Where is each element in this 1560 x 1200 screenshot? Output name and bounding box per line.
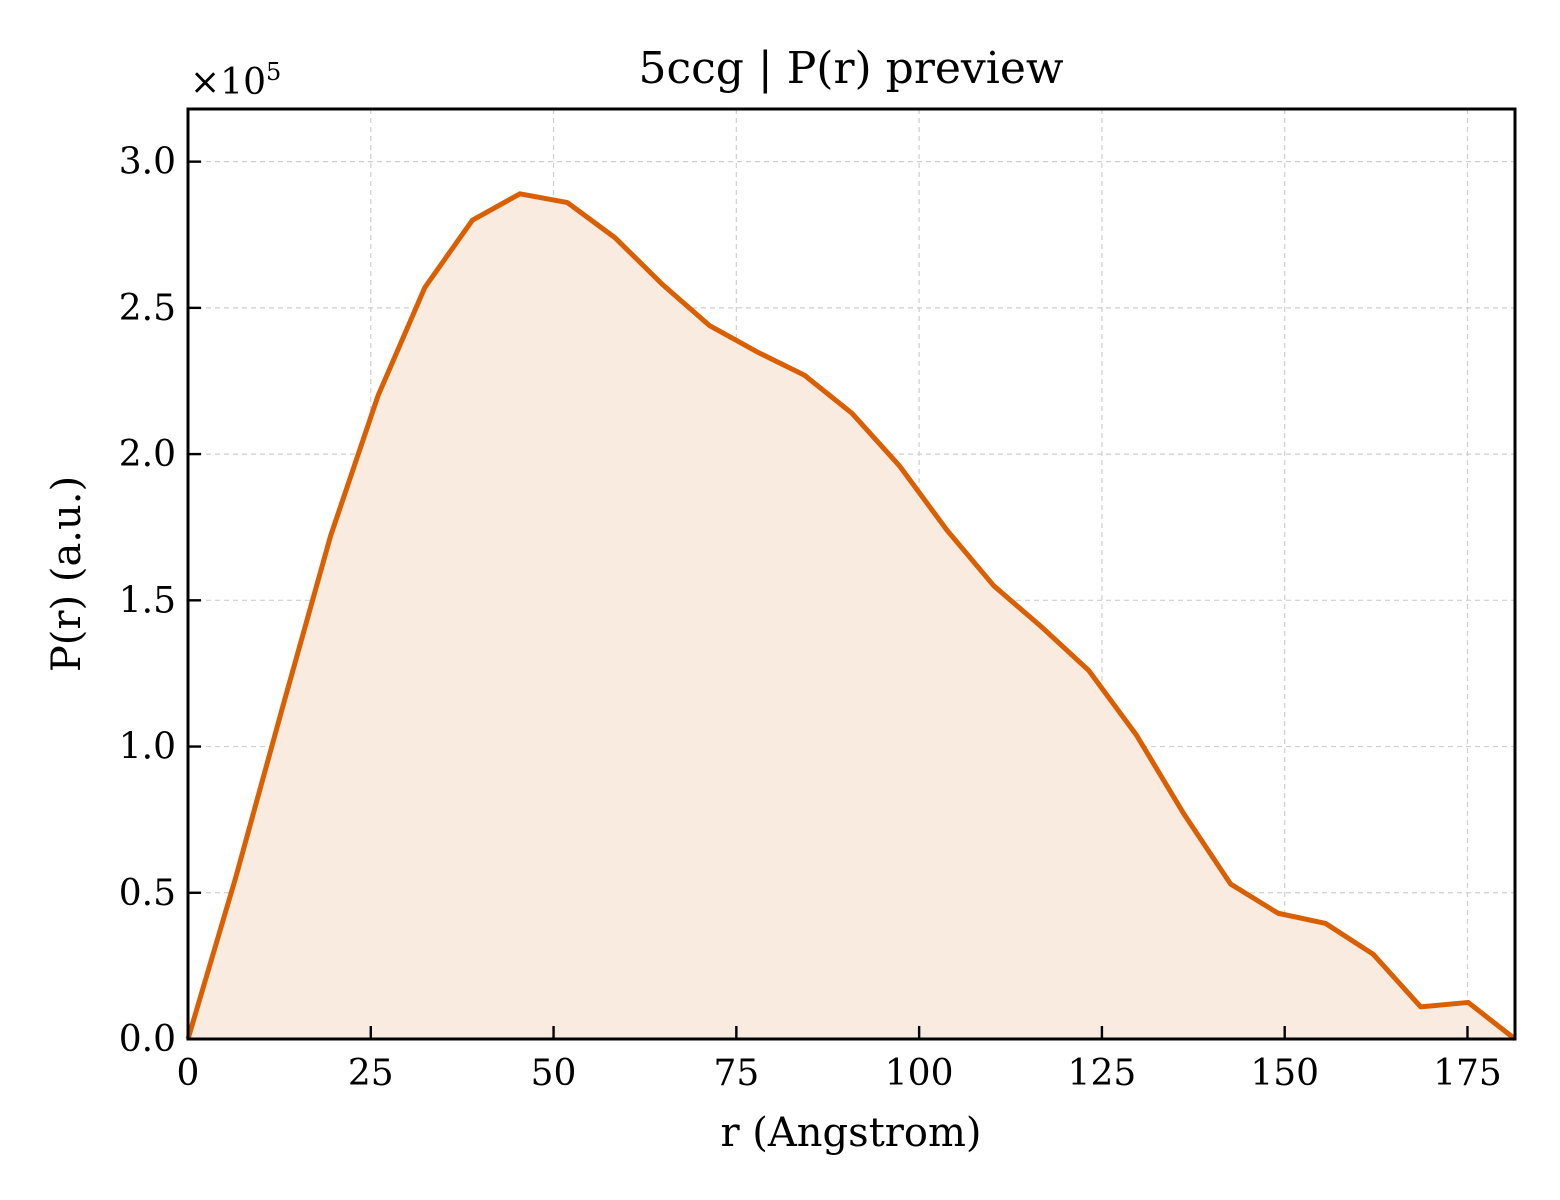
y-tick-label: 0.5: [119, 873, 176, 914]
x-tick-label: 50: [531, 1053, 577, 1094]
y-tick-label: 2.5: [119, 288, 176, 329]
x-tick-label: 75: [713, 1053, 759, 1094]
x-tick-label: 175: [1433, 1053, 1502, 1094]
y-tick-label: 1.5: [119, 580, 176, 621]
y-axis-multiplier: ×105: [190, 58, 281, 103]
x-tick-label: 125: [1068, 1053, 1137, 1094]
x-axis-label: r (Angstrom): [720, 1110, 981, 1156]
chart-title: 5ccg | P(r) preview: [638, 43, 1063, 94]
y-tick-label: 0.0: [119, 1019, 176, 1060]
y-axis-label: P(r) (a.u.): [44, 476, 90, 672]
x-tick-label: 0: [177, 1053, 200, 1094]
plot-frame: [186, 107, 1517, 1041]
y-tick-label: 3.0: [119, 142, 176, 183]
y-axis-multiplier-exponent: 5: [266, 58, 281, 86]
series-area-fill: [188, 193, 1515, 1039]
y-tick-label: 2.0: [119, 434, 176, 475]
x-tick-label: 25: [348, 1053, 394, 1094]
y-tick-label: 1.0: [119, 727, 176, 768]
x-tick-label: 100: [885, 1053, 954, 1094]
x-tick-label: 150: [1250, 1053, 1319, 1094]
series-line: [185, 191, 1517, 1041]
